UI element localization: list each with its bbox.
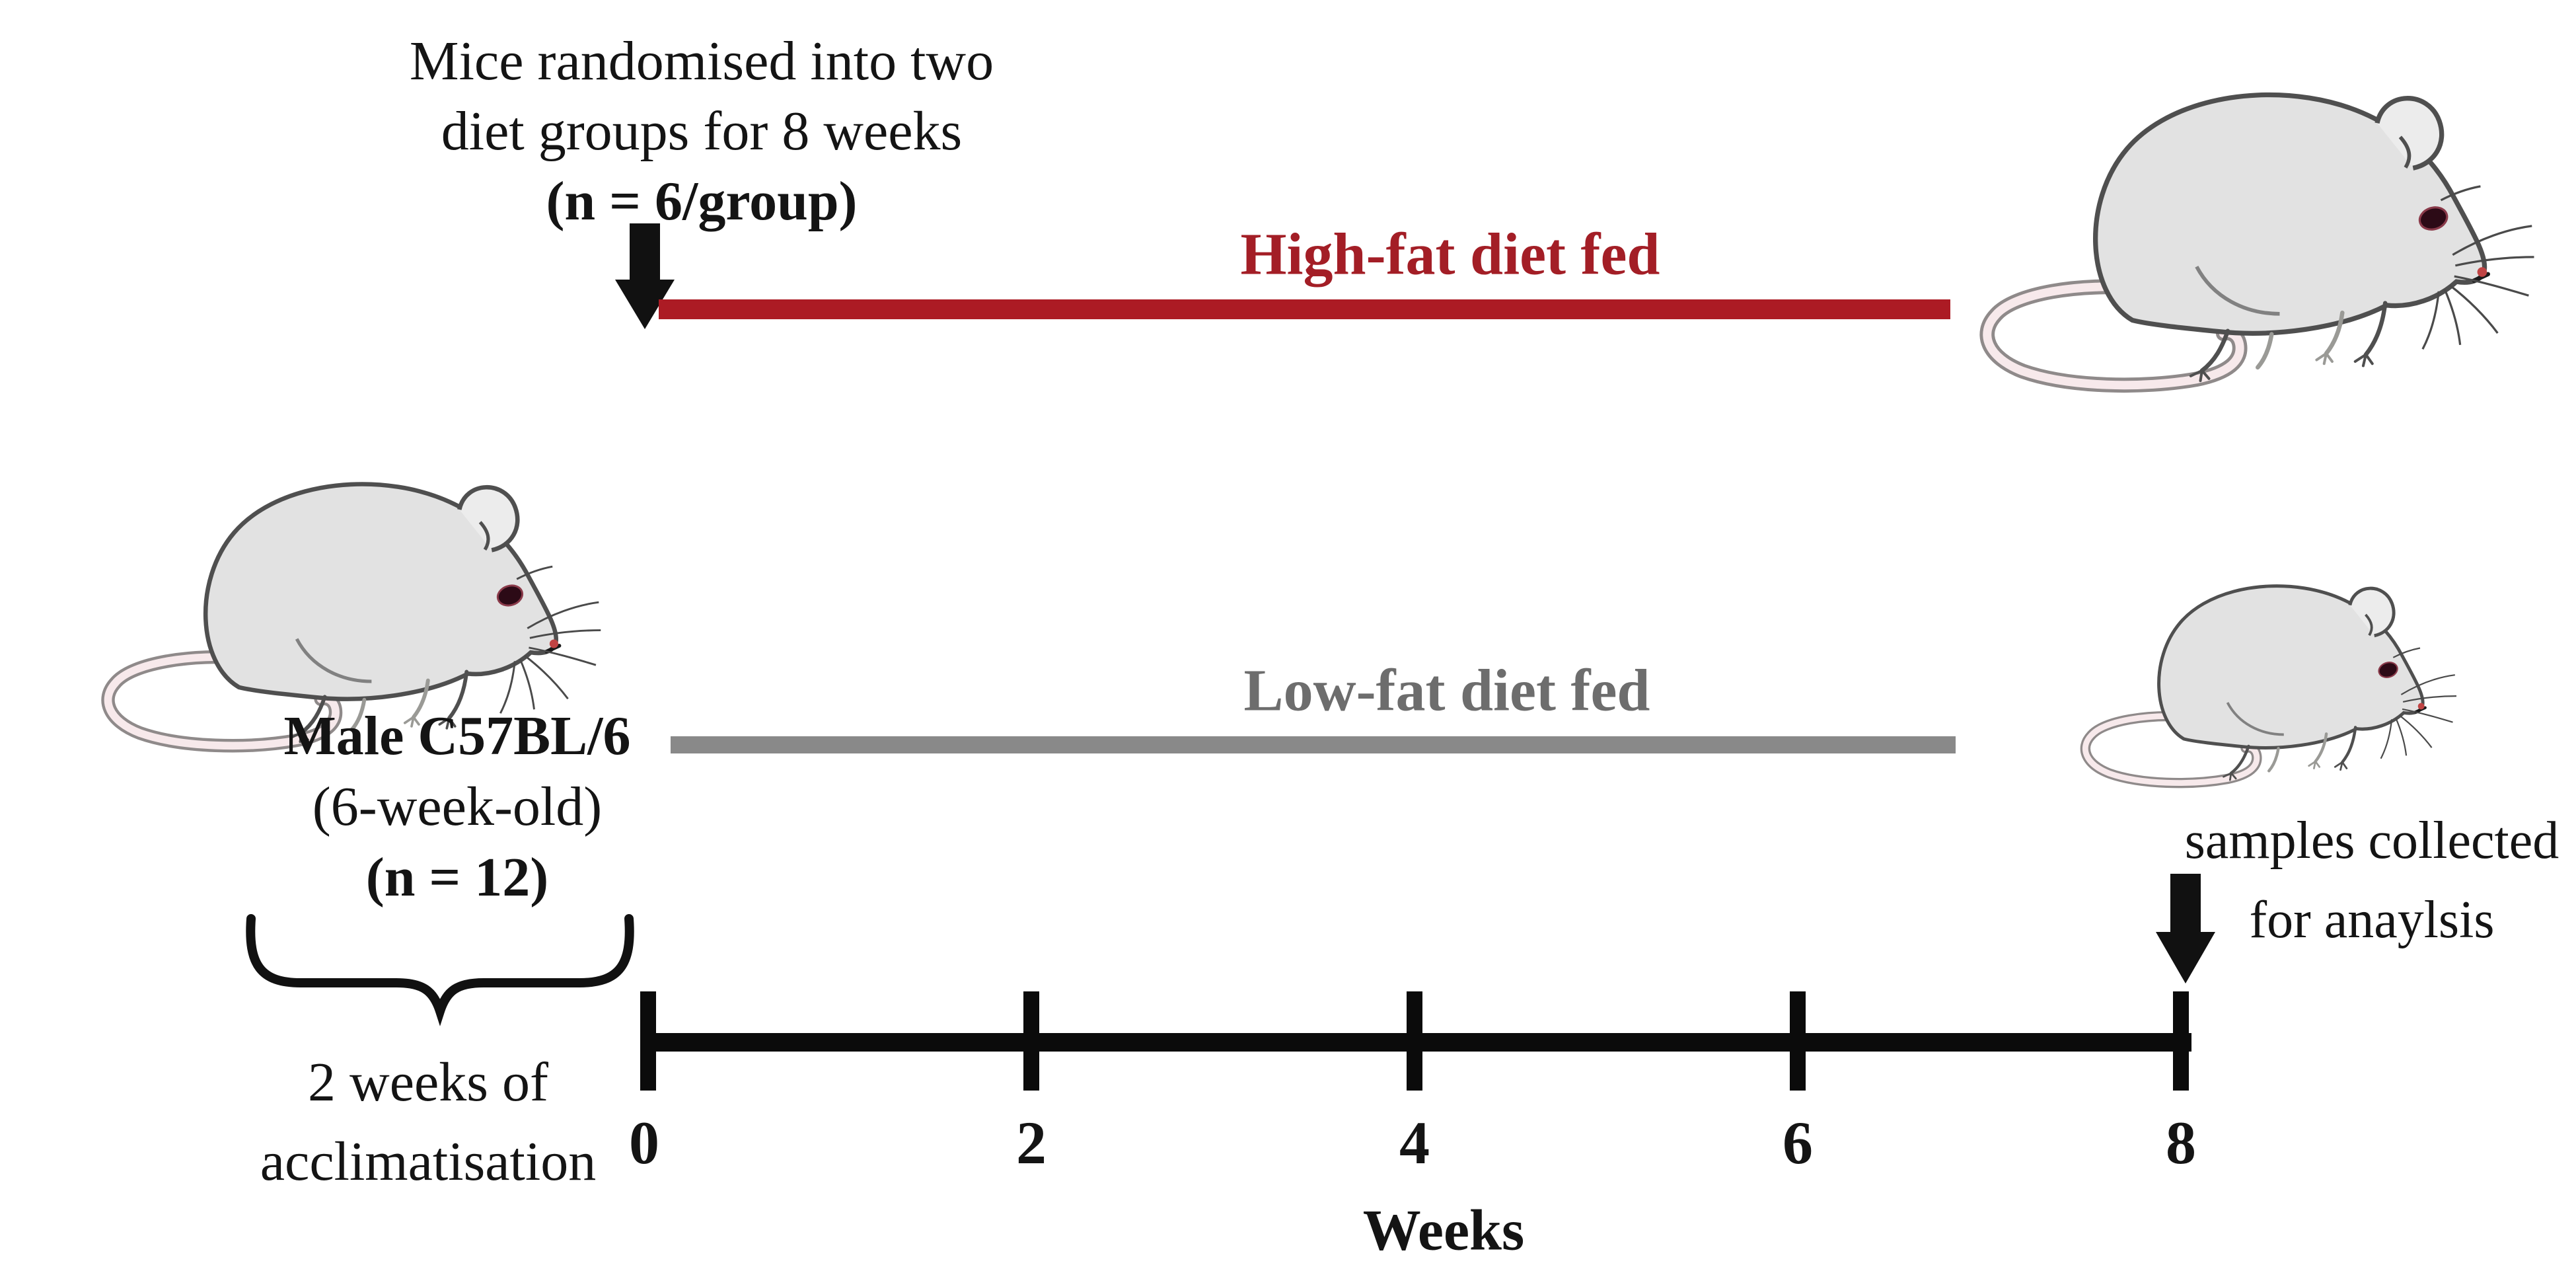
acclimatisation-line1: 2 weeks of xyxy=(308,1052,548,1113)
tick-label-2: 2 xyxy=(1016,1109,1047,1176)
timeline-tick-0 xyxy=(640,991,656,1091)
tick-label-6: 6 xyxy=(1783,1109,1813,1176)
acclimatisation-brace xyxy=(246,914,634,1026)
low-fat-diet-line xyxy=(671,736,1956,753)
timeline-tick-2 xyxy=(1023,991,1039,1091)
tick-label-8: 8 xyxy=(2166,1109,2196,1176)
low-fat-diet-label: Low-fat diet fed xyxy=(1243,658,1650,724)
acclimatisation-label: 2 weeks of acclimatisation xyxy=(260,1043,596,1202)
tick-label-0: 0 xyxy=(629,1109,659,1176)
timeline-tick-4 xyxy=(1407,991,1422,1091)
randomisation-note-line1: Mice randomised into two xyxy=(409,30,994,92)
samples-note-line2: for anaylsis xyxy=(2249,891,2495,949)
acclimatisation-line2: acclimatisation xyxy=(260,1131,597,1192)
sample-collection-arrow-icon xyxy=(2156,874,2215,983)
randomisation-note-line3: (n = 6/group) xyxy=(546,171,858,232)
high-fat-diet-line xyxy=(659,299,1950,319)
cohort-age: (6-week-old) xyxy=(312,776,603,837)
axis-title-weeks: Weeks xyxy=(1362,1198,1525,1263)
timeline-tick-8 xyxy=(2173,991,2189,1091)
cohort-n: (n = 12) xyxy=(365,847,549,908)
randomisation-note-line2: diet groups for 8 weeks xyxy=(441,100,963,162)
cohort-label: Male C57BL/6 (6-week-old) (n = 12) xyxy=(284,701,631,913)
samples-note-line1: samples collected xyxy=(2184,812,2559,870)
high-fat-mouse-illustration xyxy=(1916,42,2576,395)
tick-label-4: 4 xyxy=(1399,1109,1430,1176)
timeline-tick-6 xyxy=(1790,991,1806,1091)
cohort-strain: Male C57BL/6 xyxy=(283,705,631,767)
low-fat-mouse-illustration xyxy=(1928,550,2576,790)
randomisation-note: Mice randomised into two diet groups for… xyxy=(410,26,994,237)
samples-note: samples collected for anaylsis xyxy=(2185,801,2559,960)
high-fat-diet-label: High-fat diet fed xyxy=(1240,221,1660,288)
